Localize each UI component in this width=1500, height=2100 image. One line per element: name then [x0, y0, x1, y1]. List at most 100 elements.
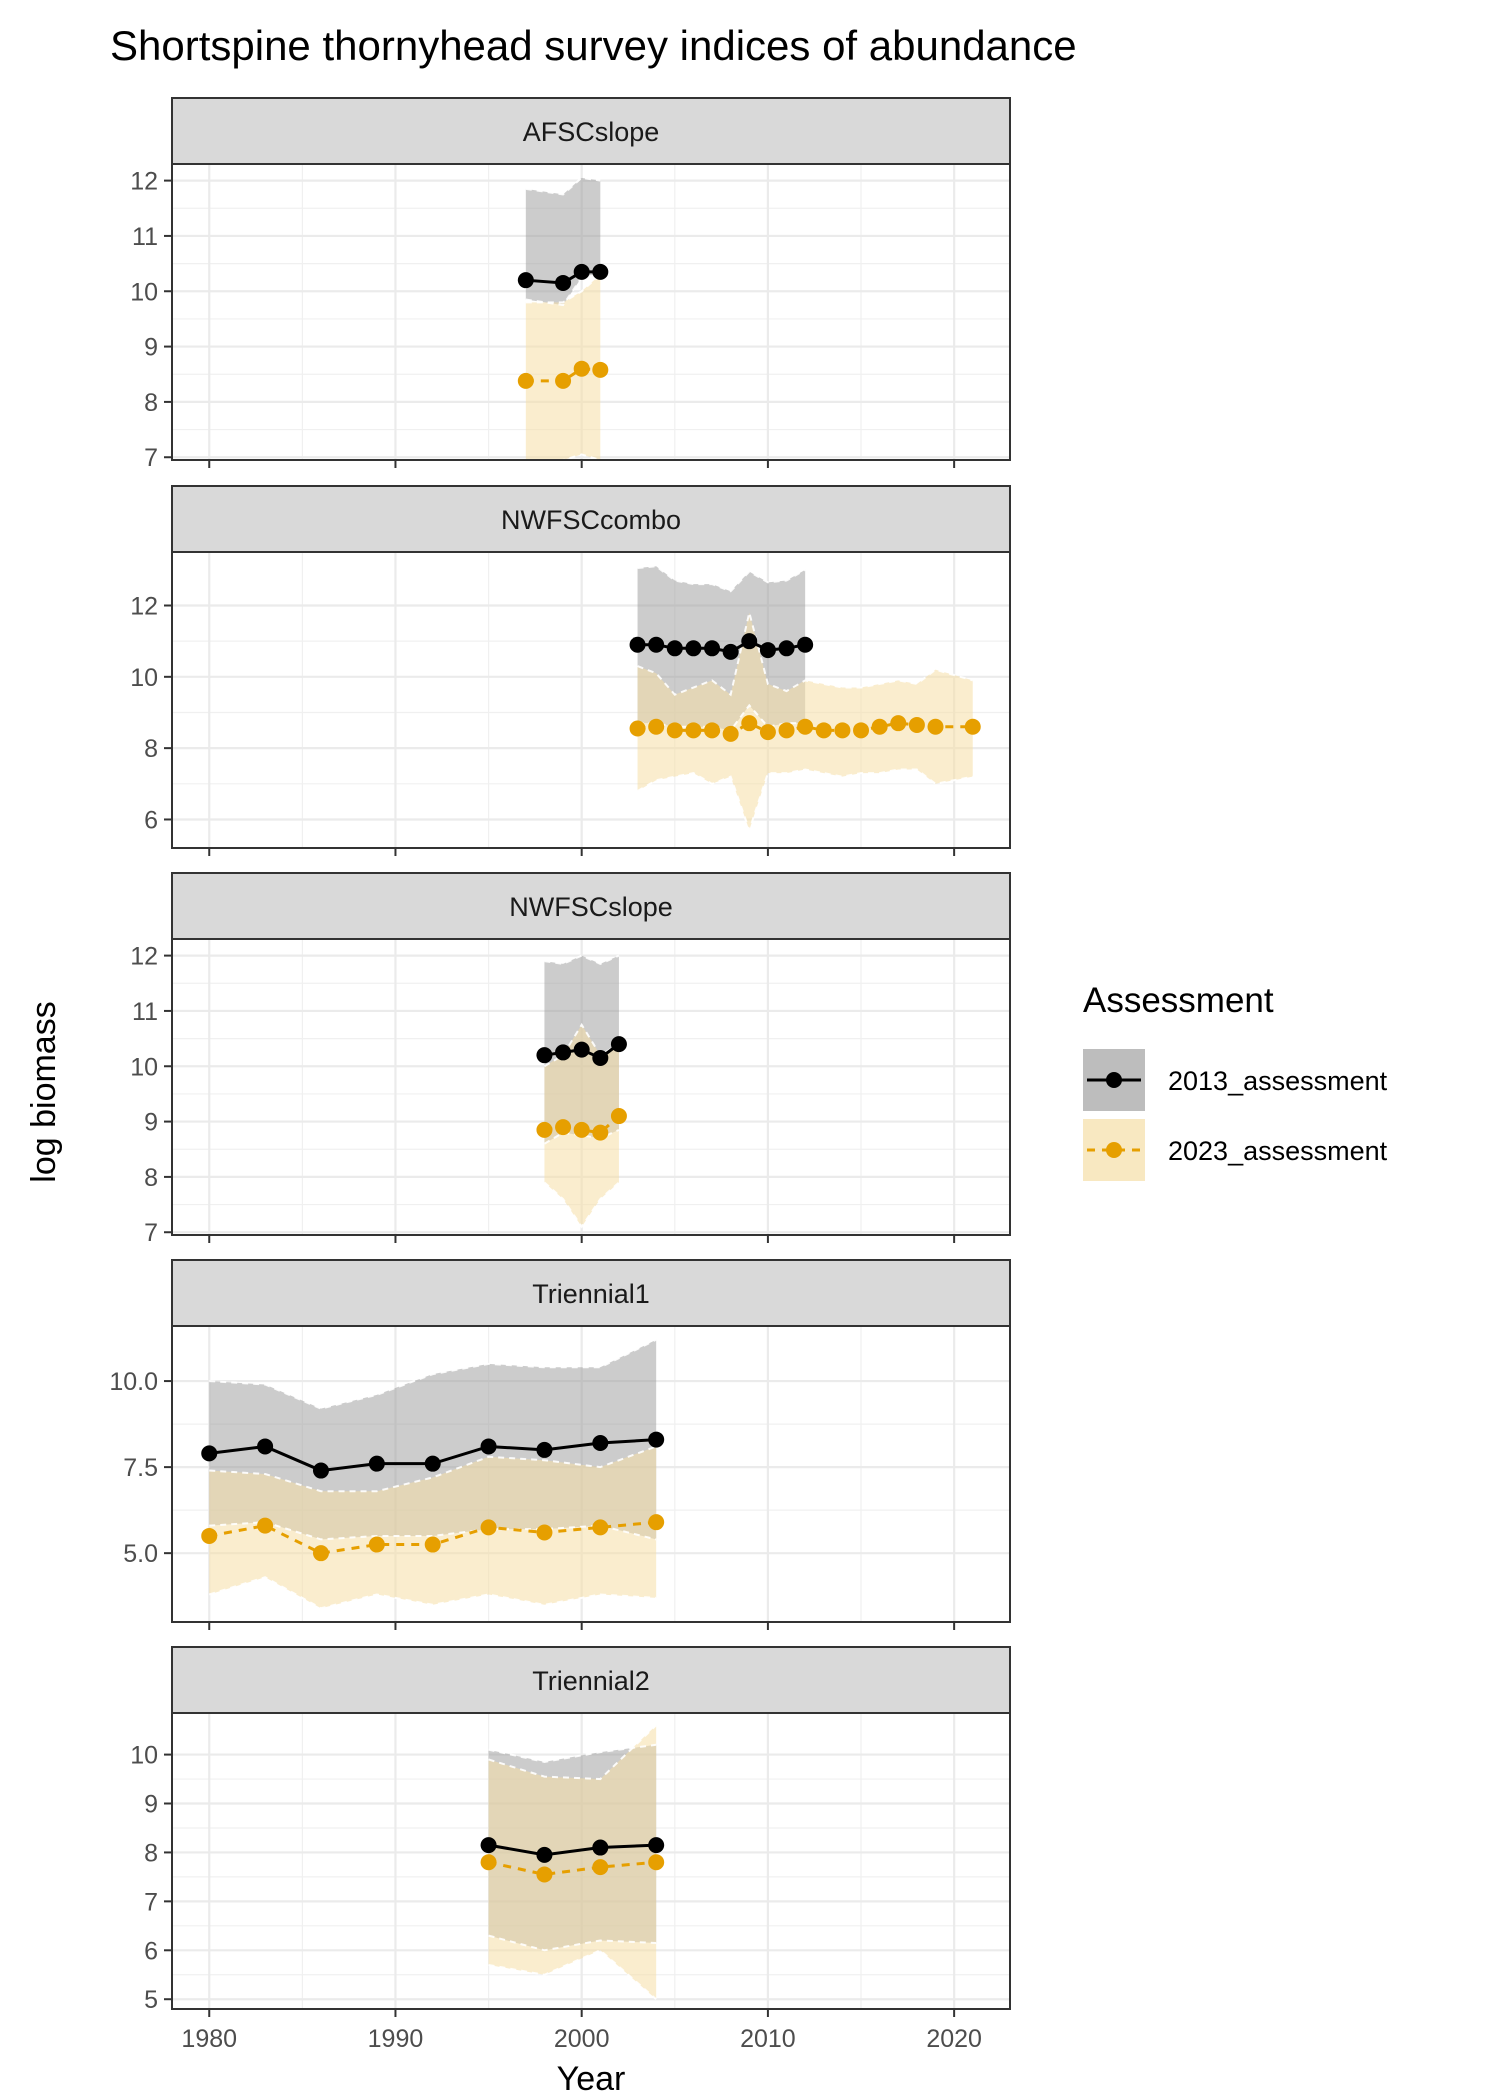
confidence-band-2023_assessment — [488, 1725, 657, 2000]
data-point-2023_assessment — [815, 722, 832, 739]
data-point-2023_assessment — [555, 1119, 572, 1136]
band-edge-lower — [525, 273, 601, 307]
data-point-2013_assessment — [648, 636, 665, 653]
y-tick-label: 9 — [144, 334, 158, 362]
data-point-2023_assessment — [629, 720, 646, 737]
band-edge-upper — [637, 612, 974, 697]
facet-panels: AFSCslope789101112NWFSCcombo681012NWFSCs… — [109, 97, 1011, 2053]
x-tick-label: 2010 — [740, 2025, 796, 2053]
confidence-band-2023_assessment — [525, 274, 601, 460]
y-tick-label: 10.0 — [109, 1368, 158, 1396]
data-point-2013_assessment — [797, 636, 814, 653]
data-point-2023_assessment — [834, 722, 851, 739]
facet-strip-label: AFSCslope — [523, 117, 660, 147]
data-point-2023_assessment — [201, 1527, 218, 1544]
panel-border — [171, 551, 1011, 849]
data-point-2013_assessment — [778, 640, 795, 657]
data-point-2023_assessment — [573, 360, 590, 377]
legend-entry-2013_assessment: 2013_assessment — [1083, 1049, 1388, 1111]
data-point-2023_assessment — [592, 1519, 609, 1536]
data-point-2023_assessment — [424, 1536, 441, 1553]
data-point-2013_assessment — [517, 272, 534, 289]
data-point-2023_assessment — [908, 716, 925, 733]
facet-triennial1: Triennial1 5.0 7.5 10.0 — [109, 1259, 1011, 1630]
y-tick-label: 12 — [130, 592, 158, 620]
series-line-2023_assessment — [525, 367, 601, 383]
data-point-2013_assessment — [592, 1049, 609, 1066]
y-tick-label: 10 — [130, 278, 158, 306]
data-point-2013_assessment — [201, 1445, 218, 1462]
y-tick-label: 7.5 — [123, 1454, 158, 1482]
series-layer — [536, 954, 627, 1229]
data-point-2013_assessment — [312, 1462, 329, 1479]
band-edge-lower — [637, 768, 973, 834]
x-tick-label: 1990 — [368, 2025, 424, 2053]
series-line-2013_assessment — [525, 270, 601, 285]
series-line-2013_assessment — [488, 1843, 657, 1857]
data-point-2013_assessment — [759, 642, 776, 659]
data-point-2023_assessment — [592, 361, 609, 378]
data-point-2013_assessment — [666, 640, 683, 657]
data-point-2023_assessment — [722, 725, 739, 742]
band-edge-upper — [209, 1338, 657, 1410]
y-tick-label: 11 — [132, 223, 158, 251]
legend-title: Assessment — [1083, 981, 1274, 1020]
x-tick-label: 2020 — [926, 2025, 982, 2053]
series-layer — [201, 1338, 665, 1610]
y-tick-label: 10 — [130, 1742, 158, 1770]
y-tick-label: 7 — [144, 1888, 158, 1916]
facet-strip — [171, 1646, 1011, 1714]
panel-border — [171, 1712, 1011, 2010]
y-tick-label: 9 — [144, 1109, 158, 1137]
facet-strip — [171, 97, 1011, 165]
y-tick-label: 5.0 — [123, 1540, 158, 1568]
y-axis: 7 8 9 10 11 12 — [130, 943, 172, 1247]
data-point-2023_assessment — [853, 722, 870, 739]
data-point-2013_assessment — [536, 1846, 553, 1863]
x-tick-label: 2000 — [554, 2025, 610, 2053]
data-point-2023_assessment — [778, 722, 795, 739]
y-tick-label: 11 — [132, 998, 158, 1026]
data-point-2013_assessment — [741, 633, 758, 650]
data-point-2013_assessment — [424, 1455, 441, 1472]
data-point-2013_assessment — [536, 1047, 553, 1064]
data-point-2013_assessment — [722, 643, 739, 660]
facet-strip-label: Triennial2 — [532, 1666, 650, 1696]
data-point-2013_assessment — [368, 1455, 385, 1472]
data-point-2013_assessment — [592, 1839, 609, 1856]
data-point-2023_assessment — [871, 718, 888, 735]
y-axis: 7 8 9 10 11 12 — [130, 168, 172, 472]
y-axis-title: log biomass — [25, 1001, 63, 1182]
y-tick-label: 6 — [144, 1937, 158, 1965]
x-axis — [208, 1622, 956, 1630]
data-point-2023_assessment — [368, 1536, 385, 1553]
data-point-2023_assessment — [536, 1866, 553, 1883]
panel-border — [171, 163, 1011, 461]
data-point-2013_assessment — [629, 636, 646, 653]
data-point-2023_assessment — [797, 718, 814, 735]
data-point-2013_assessment — [536, 1441, 553, 1458]
data-point-2023_assessment — [257, 1517, 274, 1534]
chart-title: Shortspine thornyhead survey indices of … — [110, 22, 1077, 69]
band-edge-upper — [525, 273, 601, 304]
data-point-2023_assessment — [517, 372, 534, 389]
facet-afscslope: AFSCslope 7 8 9 10 11 12 — [130, 97, 1011, 472]
data-point-2013_assessment — [257, 1438, 274, 1455]
facet-triennial2: Triennial2 5 6 7 8 9 10 1980 1990 2000 2010 2020 — [130, 1646, 1011, 2053]
data-point-2023_assessment — [648, 1854, 665, 1871]
data-point-2023_assessment — [890, 715, 907, 732]
y-axis: 5 6 7 8 9 10 — [130, 1742, 172, 2014]
facet-strip-label: NWFSCcombo — [501, 505, 681, 535]
y-tick-label: 8 — [144, 735, 158, 763]
legend-entry-2023_assessment: 2023_assessment — [1083, 1119, 1388, 1181]
data-point-2013_assessment — [555, 274, 572, 291]
y-tick-label: 7 — [144, 444, 158, 472]
band-edge-lower — [488, 1949, 657, 2000]
y-axis: 5.0 7.5 10.0 — [109, 1368, 172, 1568]
x-tick-label: 1980 — [181, 2025, 237, 2053]
data-point-2023_assessment — [759, 724, 776, 741]
series-layer — [629, 565, 981, 834]
panel-border — [171, 1325, 1011, 1623]
data-point-2013_assessment — [555, 1044, 572, 1061]
